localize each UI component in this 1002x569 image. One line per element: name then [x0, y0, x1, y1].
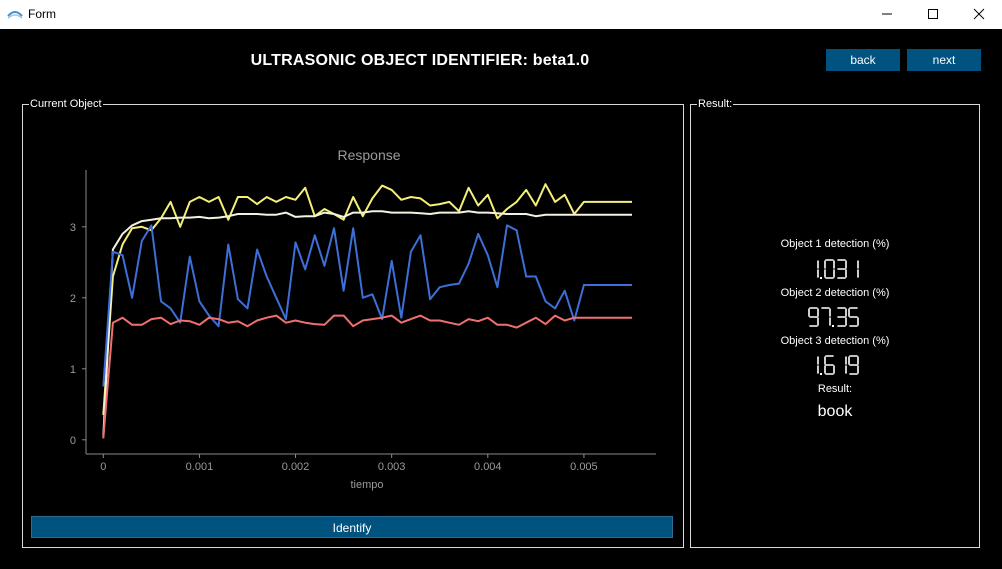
app-icon [7, 11, 23, 19]
close-icon [973, 8, 985, 20]
object1-label: Object 1 detection (%) [780, 238, 890, 250]
series-line-3 [102, 224, 632, 387]
identify-button[interactable]: Identify [31, 516, 673, 538]
result-group-label: Result: [697, 98, 734, 110]
window-title-bar: Form [0, 0, 1002, 29]
current-object-label: Current Object [29, 98, 103, 110]
result-label: Result: [817, 383, 853, 395]
object3-lcd [690, 353, 980, 379]
y-tick-label: 2 [70, 293, 76, 305]
object1-lcd [690, 257, 980, 283]
object2-value-display [808, 307, 859, 327]
minimize-icon [882, 13, 892, 15]
response-chart: Response 0 1 2 3 0 0.001 0.002 0.003 0.004 0.005… [70, 147, 656, 491]
minimize-button[interactable] [864, 0, 910, 29]
x-tick-label: 0.003 [378, 461, 406, 473]
current-object-group: Current Object [22, 98, 684, 548]
series-line-2 [102, 210, 632, 437]
back-button[interactable]: back [826, 49, 900, 71]
close-button[interactable] [956, 0, 1002, 29]
x-tick-label: 0.001 [186, 461, 214, 473]
window-title: Form [28, 7, 56, 21]
lcd-dot [820, 373, 822, 375]
object1-value-display [817, 259, 859, 279]
y-tick-label: 3 [70, 222, 76, 234]
x-tick-label: 0.002 [282, 461, 310, 473]
maximize-icon [928, 9, 938, 19]
series-line-1 [102, 183, 632, 415]
series-line-4 [102, 314, 632, 439]
y-tick-label: 0 [70, 435, 76, 447]
app-title: ULTRASONIC OBJECT IDENTIFIER: beta1.0 [250, 52, 590, 69]
chart-title: Response [337, 147, 400, 163]
x-tick-label: 0.005 [570, 461, 598, 473]
x-tick-label: 0.004 [474, 461, 502, 473]
object3-label: Object 3 detection (%) [780, 335, 890, 347]
maximize-button[interactable] [910, 0, 956, 29]
object3-value-display [817, 355, 859, 375]
result-group: Result: [690, 98, 980, 548]
object2-lcd [690, 305, 980, 331]
result-value: book [817, 403, 853, 420]
next-button[interactable]: next [907, 49, 981, 71]
lcd-dot [820, 277, 822, 279]
lcd-dot [832, 325, 834, 327]
x-tick-label: 0 [100, 461, 106, 473]
x-axis-label: tiempo [350, 479, 383, 491]
y-tick-label: 1 [70, 364, 76, 376]
object2-label: Object 2 detection (%) [780, 287, 890, 299]
